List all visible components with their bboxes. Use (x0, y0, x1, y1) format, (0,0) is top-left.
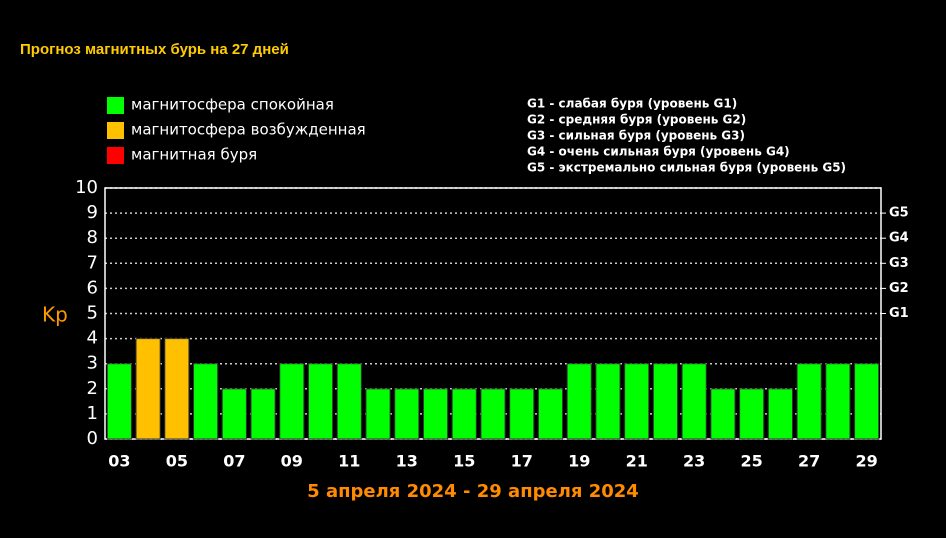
legend-label: магнитосфера возбужденная (131, 121, 366, 139)
y2-tick-label: G5 (889, 206, 909, 221)
bar (854, 363, 880, 440)
y-axis-label: Kp (42, 303, 68, 327)
bar (566, 363, 592, 440)
y2-tick-label: G3 (889, 256, 909, 271)
bar (135, 338, 161, 440)
bar (164, 338, 190, 440)
legend-label: магнитная буря (131, 146, 257, 164)
note: G5 - экстремально сильная буря (уровень … (527, 161, 846, 175)
bar (307, 363, 334, 440)
bar (422, 388, 449, 440)
x-tick-label: 27 (798, 452, 820, 471)
note: G4 - очень сильная буря (уровень G4) (527, 145, 790, 159)
bar (652, 363, 679, 440)
legend-label: магнитосфера спокойная (131, 96, 334, 114)
x-tick-label: 03 (108, 452, 130, 471)
y-tick-label: 9 (87, 202, 98, 223)
x-axis-label: 5 апреля 2024 - 29 апреля 2024 (307, 481, 639, 502)
x-tick-label: 13 (396, 452, 418, 471)
x-tick-label: 23 (683, 452, 705, 471)
x-tick-label: 19 (568, 452, 590, 471)
y-tick-label: 1 (87, 403, 98, 424)
y-tick-label: 6 (87, 277, 98, 298)
bar (336, 363, 362, 440)
y-tick-label: 10 (75, 177, 98, 198)
y-tick-label: 7 (87, 252, 98, 273)
x-tick-label: 29 (855, 452, 877, 471)
bar (106, 363, 132, 440)
bar (221, 388, 247, 440)
bar (624, 363, 650, 440)
bar (739, 388, 765, 440)
x-tick-label: 09 (281, 452, 303, 471)
bar (825, 363, 851, 440)
y-tick-label: 5 (87, 303, 98, 324)
y-tick-label: 4 (87, 328, 98, 349)
bar (451, 388, 477, 440)
bar (193, 363, 219, 440)
bar (710, 388, 736, 440)
bar (279, 363, 305, 440)
legend-swatch (107, 147, 124, 164)
bar (537, 388, 564, 440)
bar (595, 363, 621, 440)
note: G2 - средняя буря (уровень G2) (527, 113, 746, 127)
bar (250, 388, 276, 440)
bar (394, 388, 420, 440)
y-tick-label: 0 (87, 428, 98, 449)
note: G3 - сильная буря (уровень G3) (527, 129, 745, 143)
y2-tick-label: G4 (889, 231, 909, 246)
x-tick-label: 11 (338, 452, 360, 471)
x-tick-label: 25 (741, 452, 763, 471)
chart-title: Прогноз магнитных бурь на 27 дней (20, 41, 289, 58)
legend-swatch (107, 97, 124, 114)
x-tick-label: 17 (511, 452, 533, 471)
y2-tick-label: G2 (889, 281, 909, 296)
note: G1 - слабая буря (уровень G1) (527, 97, 737, 111)
y2-tick-label: G1 (889, 306, 909, 321)
bar (480, 388, 506, 440)
y-tick-label: 2 (87, 378, 98, 399)
x-tick-label: 05 (166, 452, 188, 471)
bar (767, 388, 793, 440)
x-tick-label: 07 (223, 452, 245, 471)
bar (796, 363, 822, 440)
y-tick-label: 3 (87, 353, 98, 374)
x-tick-label: 15 (453, 452, 475, 471)
bar (365, 388, 391, 440)
x-tick-label: 21 (626, 452, 648, 471)
bar (681, 363, 707, 440)
legend-swatch (107, 122, 124, 139)
bar (509, 388, 535, 440)
y-tick-label: 8 (87, 227, 98, 248)
